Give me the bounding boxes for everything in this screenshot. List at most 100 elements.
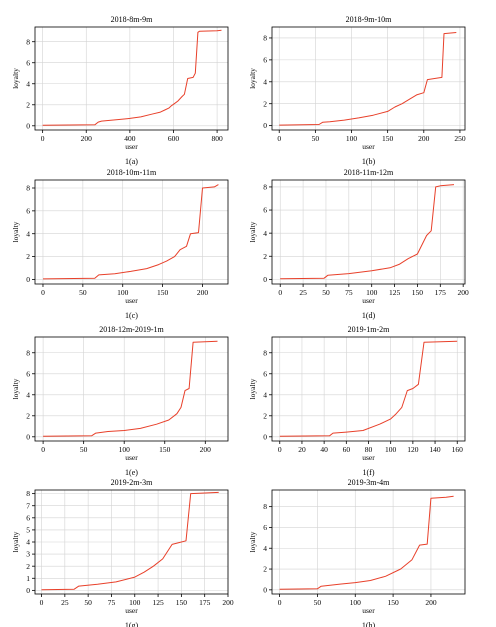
y-tick-label: 4 [263, 544, 267, 553]
y-tick-label: 4 [26, 538, 30, 547]
x-axis-label: user [125, 296, 138, 305]
loyalty-series-line [42, 184, 219, 280]
chart-panel-1: 0 200 400 600 800 0 2 4 6 8 2018-8m-9m user loyalty 1… [11, 15, 229, 166]
y-tick-label: 2 [26, 562, 30, 571]
plot-frame [34, 179, 229, 285]
x-tick-label: 60 [343, 445, 351, 454]
y-tick-label: 4 [263, 390, 267, 399]
chart-title: 2018-10m-11m [107, 168, 157, 177]
x-tick-label: 25 [299, 288, 307, 297]
x-tick-label: 0 [277, 134, 281, 143]
y-tick-label: 4 [263, 229, 267, 238]
chart-title: 2018-12m-2019-1m [99, 325, 164, 334]
x-tick-label: 0 [278, 288, 282, 297]
chart-panel-5: 0 50 100 150 200 0 2 4 6 8 2018-12m-2019-1m user loy… [11, 325, 229, 477]
y-tick-label: 0 [263, 275, 267, 284]
y-tick-label: 1 [26, 574, 30, 583]
y-tick-label: 0 [26, 586, 30, 595]
x-tick-label: 200 [200, 445, 212, 454]
x-axis-label: user [362, 296, 375, 305]
y-tick-label: 4 [263, 77, 267, 86]
y-axis-label: loyalty [11, 68, 20, 89]
x-tick-label: 0 [278, 598, 282, 607]
x-tick-label: 100 [129, 598, 141, 607]
panel-caption: 1(h) [362, 621, 376, 627]
x-axis-label: user [362, 142, 375, 151]
y-tick-label: 4 [26, 390, 30, 399]
y-tick-label: 8 [26, 348, 30, 357]
x-tick-label: 100 [119, 445, 131, 454]
y-tick-label: 6 [26, 513, 30, 522]
x-tick-label: 0 [41, 134, 45, 143]
x-axis-label: user [362, 606, 375, 615]
loyalty-series-line [41, 491, 219, 591]
y-tick-label: 3 [26, 550, 30, 559]
panel-caption: 1(a) [125, 157, 138, 166]
loyalty-series-line [42, 29, 222, 126]
x-tick-label: 100 [385, 445, 397, 454]
y-tick-label: 2 [263, 565, 267, 574]
x-tick-label: 250 [454, 134, 466, 143]
y-axis-label: loyalty [248, 68, 257, 89]
y-tick-label: 6 [26, 369, 30, 378]
panel-caption: 1(f) [363, 468, 375, 477]
x-tick-label: 100 [366, 288, 378, 297]
panel-caption: 1(d) [362, 311, 376, 320]
panel-caption: 1(g) [125, 621, 139, 627]
y-tick-label: 8 [263, 183, 267, 192]
plot-frame [271, 489, 466, 595]
y-tick-label: 0 [263, 432, 267, 441]
y-tick-label: 8 [263, 502, 267, 511]
chart-title: 2018-9m-10m [346, 15, 393, 24]
loyalty-series-line [43, 340, 218, 437]
x-axis-label: user [125, 606, 138, 615]
panel-caption: 1(b) [362, 157, 376, 166]
x-tick-label: 150 [176, 598, 188, 607]
y-tick-label: 2 [263, 99, 267, 108]
y-tick-label: 2 [263, 411, 267, 420]
x-tick-label: 150 [412, 288, 424, 297]
x-axis-label: user [125, 453, 138, 462]
chart-panel-8: 0 50 100 150 200 0 2 4 6 8 2019-3m-4m user loyalty 1(… [248, 478, 466, 627]
y-tick-label: 0 [26, 121, 30, 130]
x-tick-label: 200 [418, 134, 430, 143]
y-tick-label: 5 [26, 526, 30, 535]
x-tick-label: 120 [407, 445, 419, 454]
loyalty-series-line [279, 32, 457, 126]
y-tick-label: 0 [26, 275, 30, 284]
y-tick-label: 8 [263, 348, 267, 357]
y-tick-label: 2 [26, 100, 30, 109]
y-tick-label: 8 [263, 34, 267, 43]
y-tick-label: 0 [263, 121, 267, 130]
x-axis-label: user [362, 453, 375, 462]
x-tick-label: 200 [81, 134, 93, 143]
x-tick-label: 75 [108, 598, 116, 607]
x-tick-label: 0 [41, 288, 45, 297]
loyalty-series-line [280, 184, 455, 280]
y-tick-label: 0 [263, 585, 267, 594]
x-tick-label: 50 [79, 288, 87, 297]
x-tick-label: 200 [197, 288, 209, 297]
x-tick-label: 200 [222, 598, 234, 607]
panel-caption: 1(e) [125, 468, 138, 477]
plot-frame [34, 336, 229, 442]
plot-frame [271, 179, 466, 285]
chart-panel-7: 0 25 50 75 100 125 150 175 200 0 1 2 3 4 5 6 7 8 2019-2m-3… [11, 478, 234, 627]
x-axis-label: user [125, 142, 138, 151]
y-tick-label: 2 [263, 252, 267, 261]
chart-panel-6: 0 20 40 60 80 100 120 140 160 0 2 4 6 8 2019-1m-2m user… [248, 325, 466, 477]
plot-frame [34, 26, 229, 131]
chart-title: 2019-1m-2m [348, 325, 391, 334]
y-tick-label: 7 [26, 501, 30, 510]
chart-panel-3: 0 50 100 150 200 0 2 4 6 8 2018-10m-11m user loyalty… [11, 168, 229, 320]
x-tick-label: 0 [278, 445, 282, 454]
x-tick-label: 160 [452, 445, 464, 454]
x-tick-label: 150 [159, 445, 171, 454]
x-tick-label: 600 [168, 134, 180, 143]
chart-title: 2018-8m-9m [111, 15, 154, 24]
x-tick-label: 150 [387, 598, 399, 607]
x-tick-label: 75 [345, 288, 353, 297]
loyalty-series-line [279, 340, 458, 437]
panel-caption: 1(c) [125, 311, 138, 320]
x-tick-label: 100 [117, 288, 129, 297]
